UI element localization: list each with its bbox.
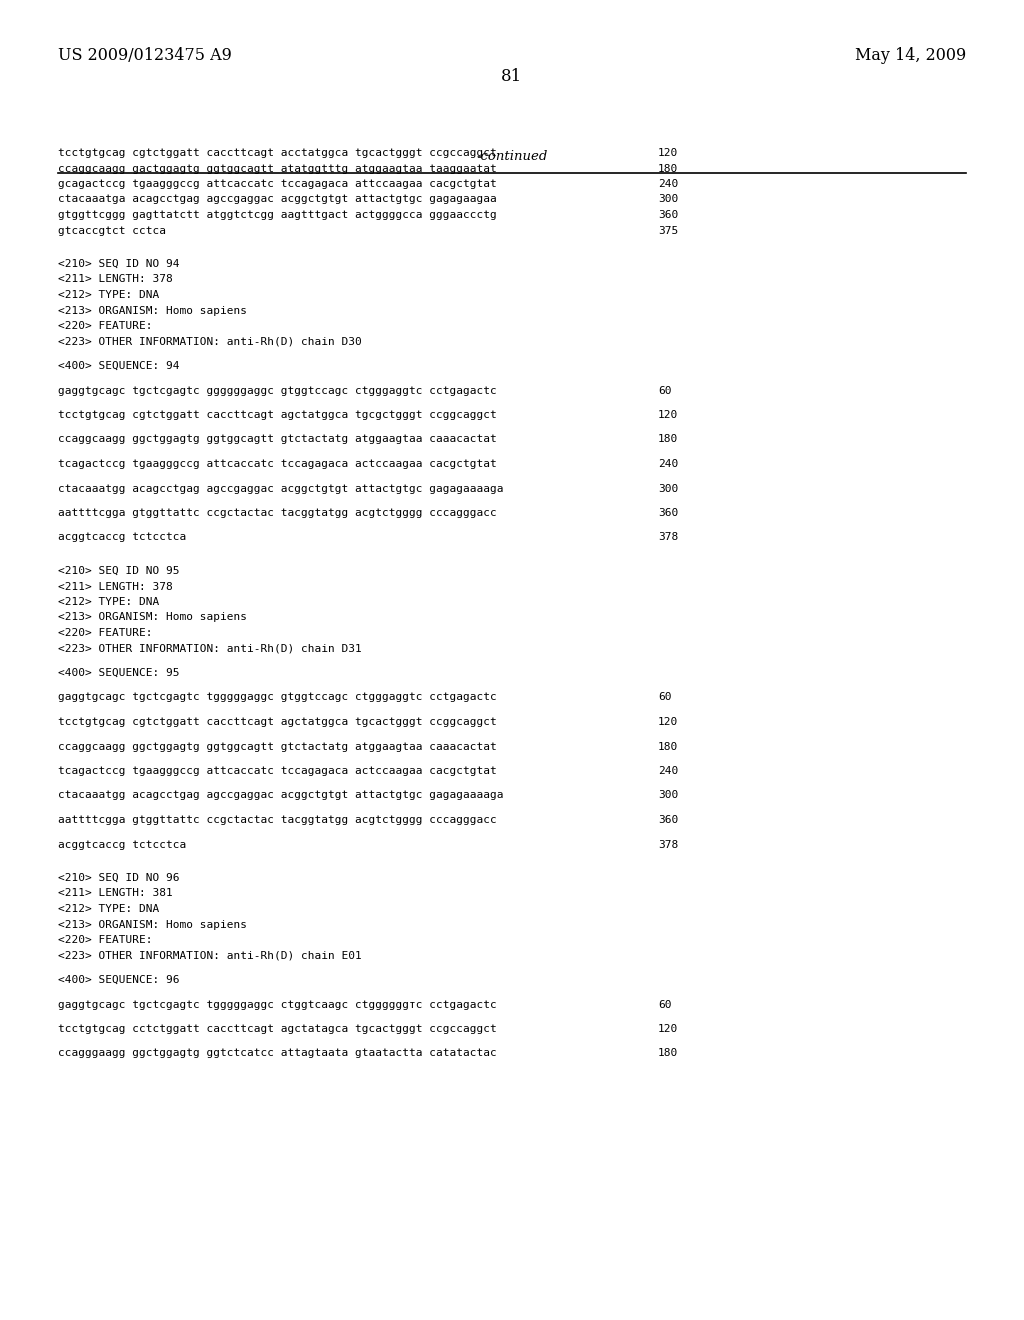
Text: 120: 120 [658,717,678,727]
Text: tcagactccg tgaagggccg attcaccatc tccagagaca actccaagaa cacgctgtat: tcagactccg tgaagggccg attcaccatc tccagag… [58,766,497,776]
Text: 180: 180 [658,1048,678,1059]
Text: US 2009/0123475 A9: US 2009/0123475 A9 [58,48,231,63]
Text: <211> LENGTH: 381: <211> LENGTH: 381 [58,888,173,899]
Text: ccaggcaagg gactggagtg ggtggcagtt atatggtttg atggaagtaa taaggaatat: ccaggcaagg gactggagtg ggtggcagtt atatggt… [58,164,497,173]
Text: 300: 300 [658,194,678,205]
Text: <210> SEQ ID NO 95: <210> SEQ ID NO 95 [58,566,179,576]
Text: <213> ORGANISM: Homo sapiens: <213> ORGANISM: Homo sapiens [58,305,247,315]
Text: ccagggaagg ggctggagtg ggtctcatcc attagtaata gtaatactta catatactac: ccagggaagg ggctggagtg ggtctcatcc attagta… [58,1048,497,1059]
Text: <220> FEATURE:: <220> FEATURE: [58,628,153,638]
Text: tcctgtgcag cctctggatt caccttcagt agctatagca tgcactgggt ccgccaggct: tcctgtgcag cctctggatt caccttcagt agctata… [58,1024,497,1034]
Text: 60: 60 [658,999,672,1010]
Text: <212> TYPE: DNA: <212> TYPE: DNA [58,904,160,913]
Text: 240: 240 [658,180,678,189]
Text: 300: 300 [658,483,678,494]
Text: <212> TYPE: DNA: <212> TYPE: DNA [58,597,160,607]
Text: <400> SEQUENCE: 94: <400> SEQUENCE: 94 [58,360,179,371]
Text: <213> ORGANISM: Homo sapiens: <213> ORGANISM: Homo sapiens [58,612,247,623]
Text: <223> OTHER INFORMATION: anti-Rh(D) chain E01: <223> OTHER INFORMATION: anti-Rh(D) chai… [58,950,361,961]
Text: tcctgtgcag cgtctggatt caccttcagt agctatggca tgcactgggt ccggcaggct: tcctgtgcag cgtctggatt caccttcagt agctatg… [58,717,497,727]
Text: <210> SEQ ID NO 94: <210> SEQ ID NO 94 [58,259,179,269]
Text: 375: 375 [658,226,678,235]
Text: 60: 60 [658,693,672,702]
Text: <211> LENGTH: 378: <211> LENGTH: 378 [58,275,173,285]
Text: 60: 60 [658,385,672,396]
Text: 120: 120 [658,148,678,158]
Text: 360: 360 [658,210,678,220]
Text: 180: 180 [658,164,678,173]
Text: gtcaccgtct cctca: gtcaccgtct cctca [58,226,166,235]
Text: <210> SEQ ID NO 96: <210> SEQ ID NO 96 [58,873,179,883]
Text: <400> SEQUENCE: 95: <400> SEQUENCE: 95 [58,668,179,678]
Text: aattttcgga gtggttattc ccgctactac tacggtatgg acgtctgggg cccagggacc: aattttcgga gtggttattc ccgctactac tacggta… [58,508,497,517]
Text: gaggtgcagc tgctcgagtc tgggggaggc gtggtccagc ctgggaggtc cctgagactc: gaggtgcagc tgctcgagtc tgggggaggc gtggtcc… [58,693,497,702]
Text: 120: 120 [658,411,678,420]
Text: <212> TYPE: DNA: <212> TYPE: DNA [58,290,160,300]
Text: <223> OTHER INFORMATION: anti-Rh(D) chain D31: <223> OTHER INFORMATION: anti-Rh(D) chai… [58,644,361,653]
Text: 360: 360 [658,814,678,825]
Text: acggtcaccg tctcctca: acggtcaccg tctcctca [58,532,186,543]
Text: aattttcgga gtggttattc ccgctactac tacggtatgg acgtctgggg cccagggacc: aattttcgga gtggttattc ccgctactac tacggta… [58,814,497,825]
Text: -continued: -continued [476,150,548,162]
Text: ccaggcaagg ggctggagtg ggtggcagtt gtctactatg atggaagtaa caaacactat: ccaggcaagg ggctggagtg ggtggcagtt gtctact… [58,742,497,751]
Text: 378: 378 [658,532,678,543]
Text: <213> ORGANISM: Homo sapiens: <213> ORGANISM: Homo sapiens [58,920,247,929]
Text: 180: 180 [658,434,678,445]
Text: ctacaaatgg acagcctgag agccgaggac acggctgtgt attactgtgc gagagaaaaga: ctacaaatgg acagcctgag agccgaggac acggctg… [58,791,504,800]
Text: gcagactccg tgaagggccg attcaccatc tccagagaca attccaagaa cacgctgtat: gcagactccg tgaagggccg attcaccatc tccagag… [58,180,497,189]
Text: 360: 360 [658,508,678,517]
Text: 240: 240 [658,766,678,776]
Text: gaggtgcagc tgctcgagtc tgggggaggc ctggtcaagc ctggggggтc cctgagactc: gaggtgcagc tgctcgagtc tgggggaggc ctggtca… [58,999,497,1010]
Text: 120: 120 [658,1024,678,1034]
Text: acggtcaccg tctcctca: acggtcaccg tctcctca [58,840,186,850]
Text: tcctgtgcag cgtctggatt caccttcagt agctatggca tgcgctgggt ccggcaggct: tcctgtgcag cgtctggatt caccttcagt agctatg… [58,411,497,420]
Text: gaggtgcagc tgctcgagtc ggggggaggc gtggtccagc ctgggaggtc cctgagactc: gaggtgcagc tgctcgagtc ggggggaggc gtggtcc… [58,385,497,396]
Text: 240: 240 [658,459,678,469]
Text: <220> FEATURE:: <220> FEATURE: [58,321,153,331]
Text: ctacaaatga acagcctgag agccgaggac acggctgtgt attactgtgc gagagaagaa: ctacaaatga acagcctgag agccgaggac acggctg… [58,194,497,205]
Text: gtggttcggg gagttatctt atggtctcgg aagtttgact actggggcca gggaaccctg: gtggttcggg gagttatctt atggtctcgg aagtttg… [58,210,497,220]
Text: 81: 81 [502,69,522,84]
Text: <211> LENGTH: 378: <211> LENGTH: 378 [58,582,173,591]
Text: tcagactccg tgaagggccg attcaccatc tccagagaca actccaagaa cacgctgtat: tcagactccg tgaagggccg attcaccatc tccagag… [58,459,497,469]
Text: 378: 378 [658,840,678,850]
Text: <223> OTHER INFORMATION: anti-Rh(D) chain D30: <223> OTHER INFORMATION: anti-Rh(D) chai… [58,337,361,346]
Text: <400> SEQUENCE: 96: <400> SEQUENCE: 96 [58,975,179,985]
Text: 180: 180 [658,742,678,751]
Text: ccaggcaagg ggctggagtg ggtggcagtt gtctactatg atggaagtaa caaacactat: ccaggcaagg ggctggagtg ggtggcagtt gtctact… [58,434,497,445]
Text: <220> FEATURE:: <220> FEATURE: [58,935,153,945]
Text: tcctgtgcag cgtctggatt caccttcagt acctatggca tgcactgggt ccgccaggct: tcctgtgcag cgtctggatt caccttcagt acctatg… [58,148,497,158]
Text: May 14, 2009: May 14, 2009 [855,48,966,63]
Text: ctacaaatgg acagcctgag agccgaggac acggctgtgt attactgtgc gagagaaaaga: ctacaaatgg acagcctgag agccgaggac acggctg… [58,483,504,494]
Text: 300: 300 [658,791,678,800]
